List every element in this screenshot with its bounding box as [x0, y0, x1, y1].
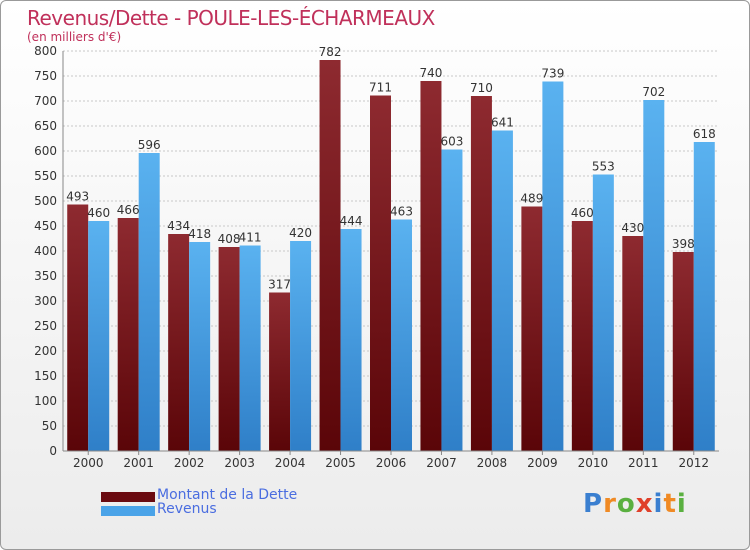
data-label-dette: 398	[672, 237, 695, 251]
data-label-revenus: 603	[441, 135, 464, 149]
data-label-dette: 460	[571, 206, 594, 220]
data-label-dette: 493	[66, 190, 89, 204]
y-tick-label: 450	[34, 219, 57, 233]
data-label-revenus: 444	[340, 214, 363, 228]
y-tick-label: 550	[34, 169, 57, 183]
x-tick-label: 2009	[527, 456, 558, 470]
y-tick-label: 200	[34, 344, 57, 358]
bar-revenus	[189, 242, 211, 451]
data-label-revenus: 411	[239, 231, 262, 245]
legend-label-revenus: Revenus	[157, 501, 217, 517]
y-tick-label: 0	[49, 444, 57, 458]
x-tick-label: 2012	[678, 456, 709, 470]
bar-revenus	[88, 221, 110, 451]
y-tick-label: 800	[34, 44, 57, 58]
data-label-dette: 711	[369, 81, 392, 95]
data-label-dette: 317	[268, 278, 291, 292]
data-label-revenus: 420	[289, 226, 312, 240]
y-tick-label: 700	[34, 94, 57, 108]
bar-revenus	[592, 174, 614, 451]
data-label-revenus: 460	[87, 206, 110, 220]
bar-revenus	[693, 142, 715, 451]
bar-revenus	[290, 241, 312, 451]
x-tick-label: 2002	[174, 456, 205, 470]
bar-dette	[622, 236, 644, 451]
bar-dette	[319, 60, 341, 451]
data-label-revenus: 641	[491, 116, 514, 130]
data-label-revenus: 702	[642, 85, 665, 99]
data-label-dette: 782	[319, 45, 342, 59]
x-tick-label: 2011	[628, 456, 659, 470]
bar-dette	[168, 234, 190, 451]
bar-dette	[672, 252, 694, 451]
bar-dette	[571, 221, 593, 451]
data-label-dette: 408	[218, 232, 241, 246]
data-label-dette: 430	[621, 221, 644, 235]
y-tick-label: 750	[34, 69, 57, 83]
bar-revenus	[441, 149, 463, 451]
y-tick-label: 500	[34, 194, 57, 208]
bar-revenus	[643, 100, 665, 451]
bar-revenus	[239, 245, 261, 451]
y-tick-label: 100	[34, 394, 57, 408]
x-tick-label: 2007	[426, 456, 457, 470]
bar-dette	[218, 247, 240, 451]
bar-revenus	[542, 81, 564, 451]
y-tick-label: 150	[34, 369, 57, 383]
y-tick-label: 50	[42, 419, 57, 433]
x-tick-label: 2003	[224, 456, 255, 470]
x-tick-label: 2004	[275, 456, 306, 470]
data-label-dette: 466	[117, 203, 140, 217]
data-label-revenus: 739	[541, 67, 564, 81]
data-label-dette: 710	[470, 81, 493, 95]
bar-revenus	[138, 153, 160, 451]
legend-swatch-dette	[101, 492, 155, 502]
bar-revenus	[491, 130, 513, 451]
data-label-dette: 434	[167, 219, 190, 233]
y-tick-label: 400	[34, 244, 57, 258]
y-tick-label: 600	[34, 144, 57, 158]
x-tick-label: 2008	[477, 456, 508, 470]
bar-dette	[470, 96, 492, 451]
data-label-revenus: 618	[693, 127, 716, 141]
bar-revenus	[340, 229, 362, 451]
x-tick-label: 2001	[123, 456, 154, 470]
y-tick-label: 300	[34, 294, 57, 308]
chart-subtitle: (en milliers d'€)	[27, 30, 122, 44]
data-label-revenus: 596	[138, 138, 161, 152]
bar-dette	[67, 204, 89, 451]
data-label-dette: 740	[420, 66, 443, 80]
x-tick-label: 2005	[325, 456, 356, 470]
x-tick-label: 2000	[73, 456, 104, 470]
proxiti-logo: Proxiti	[583, 489, 687, 519]
data-label-dette: 489	[520, 192, 543, 206]
legend-swatch-revenus	[101, 506, 155, 516]
bar-dette	[117, 218, 139, 451]
chart-title: Revenus/Dette - POULE-LES-ÉCHARMEAUX	[27, 6, 435, 30]
bar-dette	[420, 81, 442, 451]
bar-dette	[521, 206, 543, 451]
x-tick-label: 2010	[578, 456, 609, 470]
bar-dette	[370, 95, 391, 451]
data-label-revenus: 463	[390, 205, 413, 219]
y-tick-label: 250	[34, 319, 57, 333]
y-tick-label: 650	[34, 119, 57, 133]
bar-revenus	[391, 219, 412, 451]
y-tick-label: 350	[34, 269, 57, 283]
data-label-revenus: 553	[592, 160, 615, 174]
bar-dette	[269, 292, 291, 451]
data-label-revenus: 418	[188, 227, 211, 241]
x-tick-label: 2006	[376, 456, 407, 470]
legend-label-dette: Montant de la Dette	[157, 487, 298, 503]
